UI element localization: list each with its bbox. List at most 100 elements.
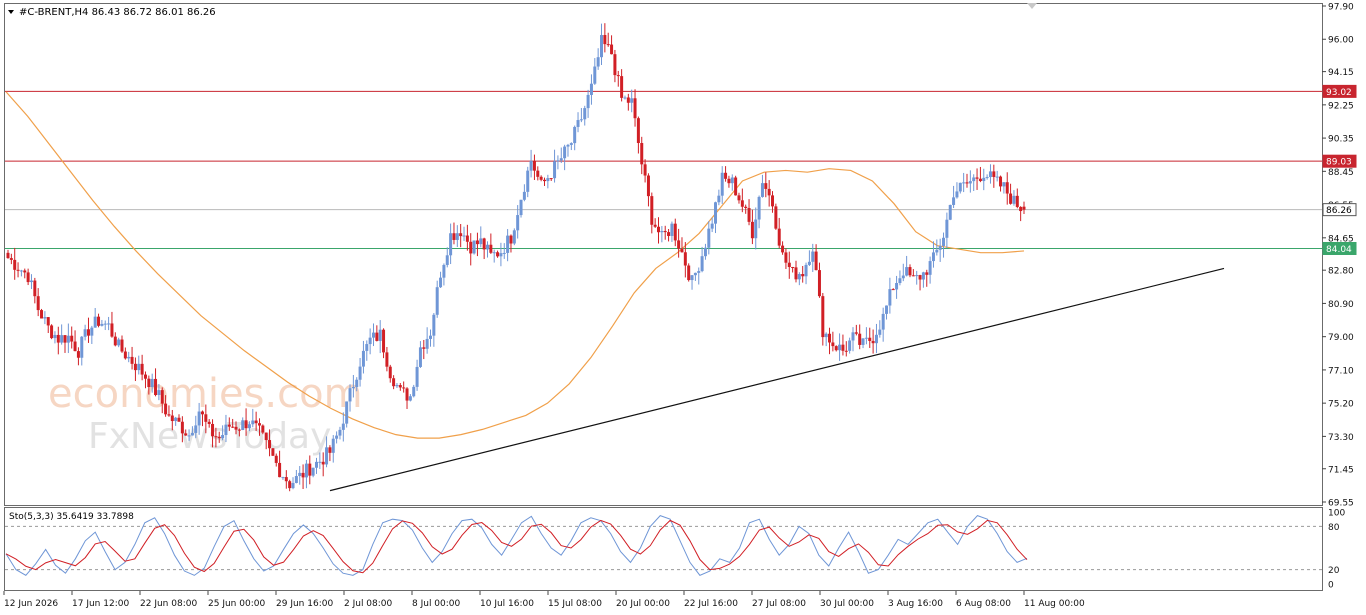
candle-body [777,228,781,246]
candle-body [211,423,215,437]
candle-body [1012,195,1016,204]
candle-body [83,329,87,337]
candle-body [801,274,805,277]
candle-body [962,182,966,184]
candle-body [921,272,925,280]
candle-body [385,352,389,367]
candle-body [177,417,181,422]
candle-body [918,275,922,280]
y-tick-label: 90.35 [1328,135,1354,145]
candle-body [985,177,989,179]
candle-body [636,118,640,144]
candle-body [382,329,386,353]
candle-body [680,248,684,253]
candle-body [667,232,671,236]
x-tick-label: 2 Jul 08:00 [344,599,393,609]
candle-body [546,178,550,182]
x-tick-label: 29 Jun 16:00 [276,599,333,609]
candle-body [412,386,416,397]
candle-body [415,366,419,387]
candle-body [241,420,245,431]
candle-body [335,435,339,439]
candle-body [945,219,949,238]
x-tick-label: 25 Jun 00:00 [208,599,265,609]
candle-body [764,183,768,189]
candle-body [868,337,872,341]
candle-body [982,177,986,182]
y-tick-label: 82.80 [1328,267,1354,277]
candle-body [834,346,838,351]
level-price-label: 86.26 [1326,206,1352,216]
candle-body [432,314,436,336]
chevron-down-icon[interactable] [8,10,14,14]
candle-body [418,347,422,367]
candle-body [720,172,724,196]
y-tick-label: 88.45 [1328,168,1354,178]
candle-body [36,296,40,311]
candle-body [160,390,164,404]
candle-body [942,237,946,246]
candle-body [908,267,912,276]
candle-body [204,414,208,422]
candle-body [516,215,520,231]
candle-body [462,235,466,237]
scroll-shift-marker-icon[interactable] [1027,3,1037,9]
candle-body [838,344,842,351]
candle-body [281,477,285,479]
candle-body [425,338,429,349]
candle-body [86,329,90,336]
candle-body [687,265,691,281]
candle-body [23,270,27,273]
candle-body [244,420,248,429]
candle-body [522,191,526,200]
candle-body [878,329,882,335]
candle-body [311,467,315,476]
candle-body [797,274,801,280]
candle-body [113,336,117,346]
y-tick-label: 80.90 [1328,300,1354,310]
candle-body [650,196,654,225]
stochastic-label: Sto(5,3,3) 35.6419 33.7898 [9,512,134,522]
candle-body [710,223,714,229]
candle-body [187,435,191,437]
candle-body [368,337,372,345]
candle-body [905,267,909,276]
candle-body [657,226,661,233]
candle-body [730,177,734,184]
candle-body [9,258,13,260]
candle-body [361,350,365,367]
candle-body [737,195,741,201]
candle-body [915,275,919,277]
candle-body [861,338,865,345]
trendline-layer [329,267,1225,492]
candle-body [999,176,1003,187]
candle-body [127,356,131,359]
candle-body [740,200,744,207]
candle-body [472,240,476,254]
candle-body [543,179,547,182]
candle-body [871,340,875,344]
candle-body [935,249,939,253]
candle-body [569,143,573,145]
y-tick-label: 84.65 [1328,234,1354,244]
candle-body [499,253,503,257]
candle-body [683,252,687,266]
candle-body [512,230,516,244]
candle-body [536,170,540,177]
candle-body [965,182,969,184]
candle-body [257,423,261,426]
candle-body [435,287,439,315]
candle-body [885,305,889,314]
candle-body [603,35,607,45]
candle-body [338,429,342,436]
candle-body [646,175,650,197]
candle-body [40,310,44,319]
candle-body [288,481,292,489]
candle-body [807,261,811,265]
candle-body [670,223,674,236]
candle-body [422,347,426,349]
candle-body [110,323,114,337]
x-tick-label: 11 Aug 00:00 [1024,599,1085,609]
candle-body [355,379,359,388]
x-tick-label: 30 Jul 00:00 [820,599,874,609]
